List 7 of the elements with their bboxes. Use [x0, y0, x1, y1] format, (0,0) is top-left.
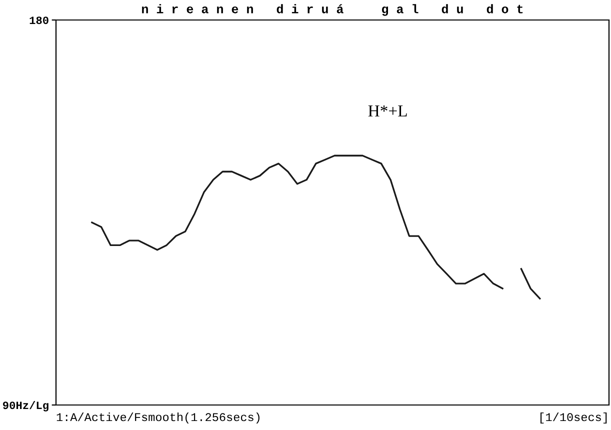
line-series	[91, 154, 504, 290]
y-tick-label: 180	[30, 16, 48, 24]
text: 1:A/Active/Fsmooth(1.256secs)	[56, 412, 260, 424]
text: [1/10secs]	[540, 412, 607, 424]
annotation: H*+L	[368, 105, 407, 116]
y-tick-label: 90Hz/Lg	[2, 400, 48, 412]
chart-title: n i r e a n e n d i r u á g a l d u d o t	[142, 4, 523, 16]
